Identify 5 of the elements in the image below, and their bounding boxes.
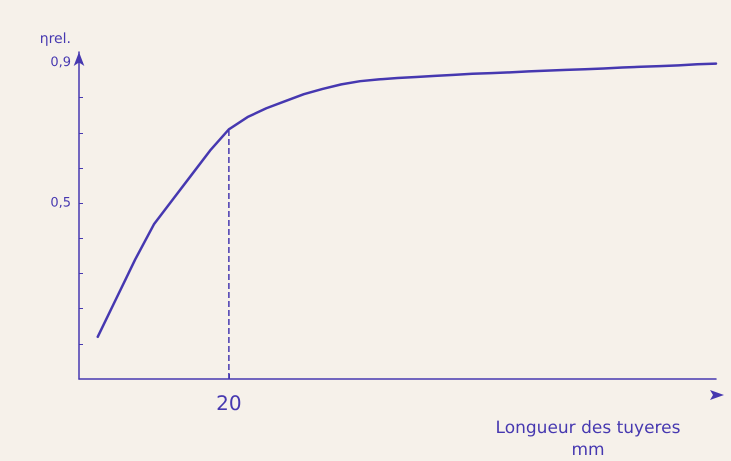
x-axis-title: Longueur des tuyeres mm bbox=[496, 418, 681, 460]
x-tick-label: 20 bbox=[216, 391, 242, 415]
y-tick-label: 0,5 bbox=[50, 196, 71, 211]
y-axis-title: ηrel. bbox=[40, 31, 71, 47]
y-tick-label: 0,9 bbox=[50, 55, 71, 70]
